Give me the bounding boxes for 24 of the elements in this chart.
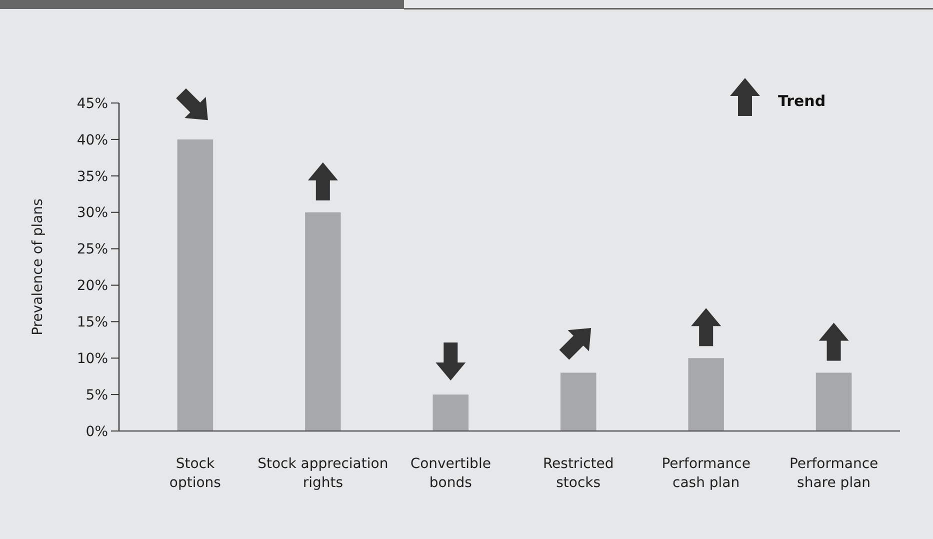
y-tick-label: 15% — [76, 314, 108, 331]
bar — [816, 372, 852, 431]
y-tick-label: 25% — [76, 242, 108, 258]
y-tick-label: 35% — [76, 168, 108, 185]
bar — [432, 394, 469, 431]
x-tick-label: Restricted stocks — [542, 456, 614, 491]
x-tick-label: Convertible bonds — [410, 456, 491, 491]
x-tick-label: Stock options — [169, 456, 221, 491]
x-tick-label: Performance cash plan — [662, 456, 750, 491]
bar — [177, 139, 214, 431]
bar — [560, 372, 596, 431]
y-tick-label: 10% — [76, 351, 108, 368]
y-tick-label: 0% — [86, 424, 108, 440]
bar — [688, 358, 724, 431]
bar — [305, 212, 341, 431]
annotation: Trend — [778, 92, 826, 110]
y-tick-label: 30% — [76, 205, 108, 222]
y-tick-label: 5% — [86, 387, 108, 404]
y-tick-label: 20% — [76, 278, 108, 294]
y-axis-title: Prevalence of plans — [30, 198, 46, 336]
x-tick-label: Stock appreciation rights — [258, 456, 388, 491]
x-tick-label: Performance share plan — [789, 456, 878, 491]
y-tick-label: 45% — [76, 96, 108, 112]
y-tick-label: 40% — [76, 132, 108, 148]
